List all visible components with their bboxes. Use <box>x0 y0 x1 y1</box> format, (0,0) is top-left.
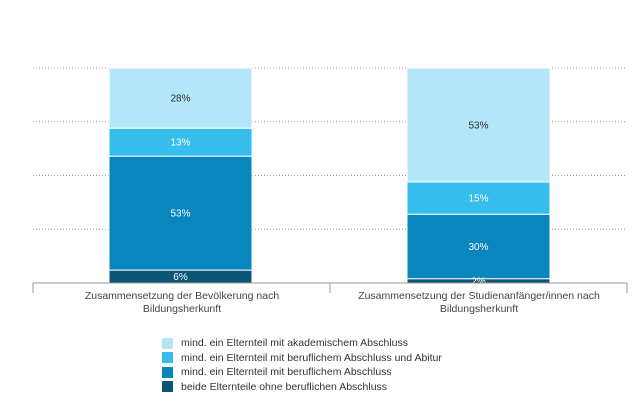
legend-item-academic: mind. ein Elternteil mit akademischem Ab… <box>162 336 442 351</box>
data-label: 2% <box>471 276 486 287</box>
data-label: 6% <box>173 272 188 283</box>
legend-swatch <box>162 366 173 378</box>
data-label: 53% <box>468 120 488 131</box>
bar-segment <box>406 181 551 215</box>
legend-swatch <box>162 337 173 349</box>
category-label-population: Zusammensetzung der Bevölkerung nach Bil… <box>84 290 280 315</box>
legend-swatch <box>162 381 173 393</box>
legend-item-no-degree: beide Elternteile ohne beruflichen Absch… <box>162 380 442 395</box>
bar-segment <box>108 127 253 157</box>
legend-item-vocational: mind. ein Elternteil mit beruflichem Abs… <box>162 365 442 380</box>
legend-label: mind. ein Elternteil mit beruflichem Abs… <box>181 351 442 364</box>
legend-label: mind. ein Elternteil mit beruflichem Abs… <box>181 366 392 379</box>
legend-label: mind. ein Elternteil mit akademischem Ab… <box>181 337 409 350</box>
x-axis <box>32 282 628 293</box>
data-label: 30% <box>468 242 488 253</box>
legend-label: beide Elternteile ohne beruflichen Absch… <box>181 380 388 393</box>
data-label: 13% <box>170 138 190 149</box>
legend-swatch <box>162 352 173 364</box>
bar-segment <box>108 155 253 271</box>
bar-segment <box>406 213 551 280</box>
bar-stacks: 6% 53% 13% 28% 2% 30% 15% 53% <box>108 67 551 287</box>
data-label: 15% <box>468 194 488 205</box>
data-label: 53% <box>170 209 190 220</box>
data-label: 28% <box>170 94 190 105</box>
bar-segment <box>406 67 551 183</box>
legend: mind. ein Elternteil mit akademischem Ab… <box>162 336 442 394</box>
bar-segment <box>108 67 253 129</box>
legend-item-vocational-abitur: mind. ein Elternteil mit beruflichem Abs… <box>162 351 442 366</box>
category-label-students: Zusammensetzung der Studienanfänger/inne… <box>358 290 600 315</box>
